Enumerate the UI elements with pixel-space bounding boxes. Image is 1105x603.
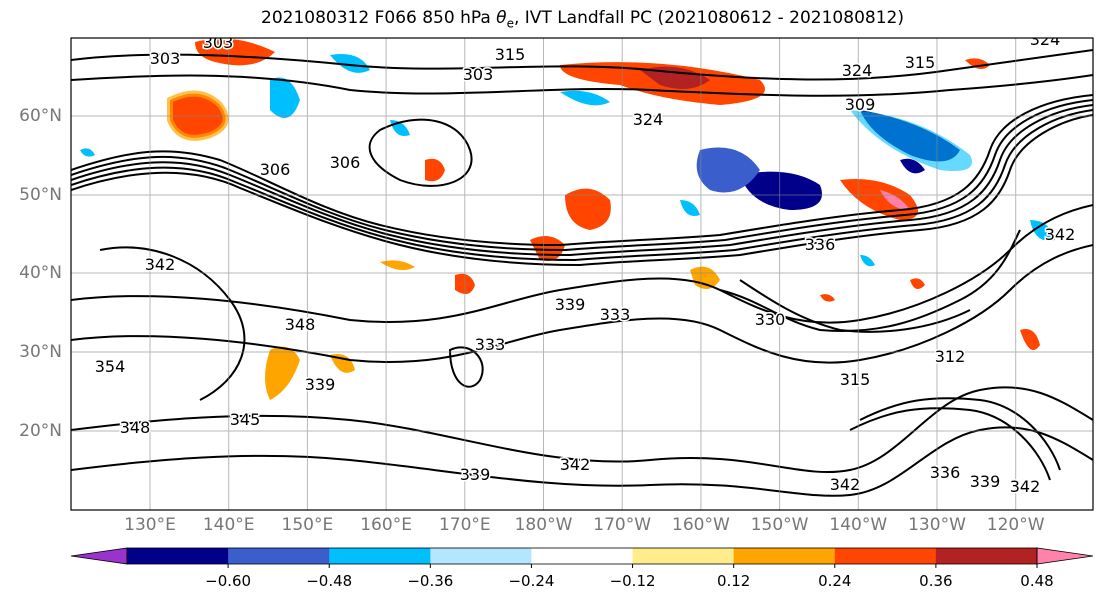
- contour-label: 336: [930, 463, 961, 482]
- colorbar-segment: [632, 548, 735, 564]
- lon-label: 170°W: [593, 515, 652, 535]
- colorbar-segment: [127, 548, 229, 564]
- map-title: 2021080312 F066 850 hPa θe, IVT Landfall…: [261, 8, 904, 31]
- colorbar-tick-label: −0.12: [609, 572, 656, 590]
- contour-label: 336: [805, 235, 836, 254]
- colorbar-tick-label: −0.24: [508, 572, 555, 590]
- lat-label: 30°N: [19, 342, 62, 362]
- contour-label: 342: [560, 455, 591, 474]
- contour-label: 354: [95, 357, 126, 376]
- contour-label: 324: [633, 110, 664, 129]
- contour-label: 306: [330, 153, 361, 172]
- lat-label: 60°N: [19, 106, 62, 126]
- lon-label: 160°W: [672, 515, 730, 535]
- colorbar-segment: [329, 548, 431, 564]
- lon-label: 120°W: [986, 515, 1045, 535]
- lat-label: 40°N: [19, 263, 62, 283]
- contour-label: 339: [305, 375, 336, 394]
- colorbar-segment: [531, 548, 634, 564]
- contour-label: 342: [145, 255, 176, 274]
- colorbar-segment: [733, 548, 836, 564]
- colorbar-tick-label: −0.60: [205, 572, 252, 590]
- lon-label: 180°W: [514, 515, 573, 535]
- map-gridlines: [71, 38, 1093, 510]
- contour-label: 348: [120, 418, 151, 437]
- positive-anomaly-shading: [167, 38, 1040, 400]
- colorbar-frame: [126, 547, 1038, 565]
- lon-label: 150°E: [281, 515, 334, 535]
- contour-label: 333: [600, 305, 631, 324]
- contour-label: 315: [495, 45, 526, 64]
- contour-label: 306: [260, 160, 291, 179]
- lon-label: 150°W: [750, 515, 809, 535]
- colorbar-tick-label: 0.36: [919, 572, 953, 590]
- colorbar-tick-label: 0.24: [818, 572, 852, 590]
- contour-label: 324: [1030, 30, 1061, 49]
- colorbar-segment: [935, 548, 1038, 564]
- lon-label: 170°E: [438, 515, 491, 535]
- contour-label: 333: [475, 335, 506, 354]
- lon-label: 160°E: [360, 515, 412, 535]
- colorbar-segment: [834, 548, 937, 564]
- contour-label: 339: [555, 295, 586, 314]
- contour-label: 303: [463, 65, 494, 84]
- contour-label: 342: [830, 475, 861, 494]
- contour-label: 342: [1045, 225, 1076, 244]
- colorbar-tick-label: 0.48: [1020, 572, 1054, 590]
- negative-anomaly-shading: [80, 54, 1055, 267]
- contour-label: 342: [1010, 477, 1041, 496]
- colorbar-segment: [430, 548, 532, 564]
- colorbar: [70, 547, 1094, 568]
- colorbar-tick-label: 0.12: [716, 572, 751, 590]
- colorbar-extend-low: [70, 547, 128, 565]
- contour-label: 345: [230, 410, 261, 429]
- map-frame: [70, 37, 1094, 511]
- colorbar-extend-high: [1036, 547, 1094, 565]
- contour-label: 339: [460, 465, 491, 484]
- contour-label: 339: [970, 472, 1001, 491]
- contour-label: 330: [755, 310, 786, 329]
- contour-label: 303: [150, 49, 181, 68]
- contour-label: 312: [935, 347, 966, 366]
- contour-label: 303: [203, 33, 234, 52]
- lon-label: 130°E: [124, 515, 176, 535]
- contour-label: 348: [285, 315, 316, 334]
- colorbar-tick-label: −0.48: [306, 572, 353, 590]
- contour-label: 324: [842, 61, 873, 80]
- lat-label: 20°N: [19, 421, 62, 441]
- lat-label: 50°N: [19, 185, 62, 205]
- contour-label: 309: [845, 95, 876, 114]
- theta-e-contours: [71, 49, 1093, 497]
- lon-label: 140°E: [202, 515, 255, 535]
- colorbar-tick-label: −0.36: [407, 572, 454, 590]
- lon-label: 130°W: [908, 515, 966, 535]
- contour-label: 315: [905, 53, 936, 72]
- colorbar-segment: [228, 548, 330, 564]
- contour-label: 315: [840, 370, 871, 389]
- lon-label: 140°W: [829, 515, 888, 535]
